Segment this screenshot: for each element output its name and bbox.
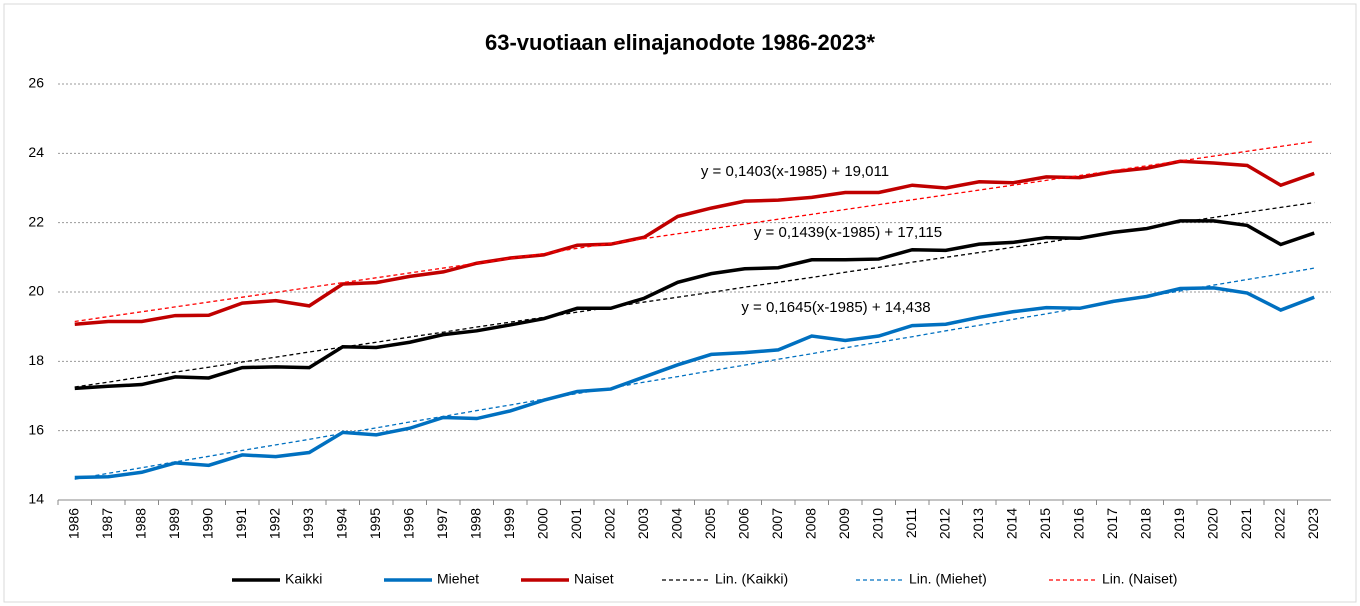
x-tick-label: 2016 (1070, 508, 1086, 539)
y-tick-label: 18 (28, 352, 44, 368)
x-tick-label: 2015 (1037, 508, 1053, 539)
x-tick-label: 2018 (1137, 508, 1153, 539)
x-tick-label: 2000 (534, 508, 550, 539)
legend-label: Naiset (574, 571, 614, 587)
x-tick-label: 2002 (601, 508, 617, 539)
x-tick-label: 2011 (903, 508, 919, 538)
x-tick-label: 2014 (1003, 508, 1019, 539)
x-tick-label: 1986 (65, 508, 81, 539)
x-tick-label: 2005 (702, 508, 718, 539)
legend-label: Lin. (Miehet) (909, 571, 987, 587)
y-tick-label: 22 (28, 213, 44, 229)
x-tick-label: 2017 (1104, 508, 1120, 539)
series-line (74, 159, 1315, 326)
x-tick-label: 1991 (233, 508, 249, 539)
series-line (74, 286, 1315, 480)
x-tick-label: 2022 (1271, 508, 1287, 539)
trend-line (74, 140, 1315, 323)
y-tick-label: 26 (28, 75, 44, 91)
x-tick-label: 2006 (735, 508, 751, 539)
legend-label: Miehet (437, 571, 479, 587)
x-tick-label: 1995 (367, 508, 383, 539)
x-tick-label: 2020 (1204, 508, 1220, 539)
legend-label: Lin. (Kaikki) (715, 571, 788, 587)
x-tick-label: 1988 (132, 508, 148, 539)
x-tick-label: 2008 (802, 508, 818, 539)
x-tick-label: 2012 (936, 508, 952, 539)
x-tick-label: 1994 (333, 508, 349, 539)
x-tick-label: 1987 (99, 508, 115, 539)
chart-frame (3, 3, 1357, 603)
x-tick-label: 2013 (970, 508, 986, 539)
y-tick-label: 16 (28, 421, 44, 437)
x-tick-label: 1996 (400, 508, 416, 539)
x-tick-label: 2010 (869, 508, 885, 539)
legend-label: Kaikki (285, 571, 322, 587)
y-tick-label: 24 (28, 144, 44, 160)
chart-title: 63-vuotiaan elinajanodote 1986-2023* (485, 30, 875, 55)
x-tick-label: 2003 (635, 508, 651, 539)
x-tick-label: 1992 (266, 508, 282, 539)
x-tick-label: 1997 (434, 508, 450, 539)
x-tick-label: 1993 (300, 508, 316, 539)
x-tick-label: 2001 (568, 508, 584, 539)
trend-line (74, 201, 1315, 388)
x-tick-label: 2021 (1238, 508, 1254, 539)
x-tick-label: 1990 (199, 508, 215, 539)
x-tick-label: 1998 (467, 508, 483, 539)
x-tick-label: 1989 (166, 508, 182, 539)
legend-label: Lin. (Naiset) (1102, 571, 1177, 587)
x-tick-label: 2007 (769, 508, 785, 539)
x-tick-label: 2009 (836, 508, 852, 539)
trend-equation: y = 0,1439(x-1985) + 17,115 (754, 224, 942, 241)
trend-equation: y = 0,1403(x-1985) + 19,011 (701, 163, 889, 180)
y-tick-label: 20 (28, 283, 44, 299)
x-tick-label: 2019 (1171, 508, 1187, 539)
trend-equation: y = 0,1645(x-1985) + 14,438 (741, 299, 930, 316)
x-tick-label: 2004 (668, 508, 684, 539)
y-tick-label: 14 (28, 491, 44, 507)
x-tick-label: 2023 (1305, 508, 1321, 539)
x-tick-label: 1999 (501, 508, 517, 539)
